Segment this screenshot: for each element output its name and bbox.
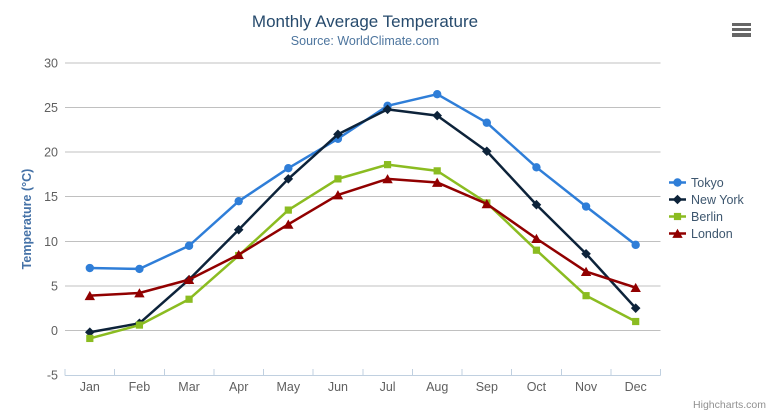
series-new-york — [85, 104, 641, 338]
y-axis-label: 25 — [44, 101, 58, 115]
data-point-tokyo-oct[interactable] — [532, 163, 541, 172]
data-point-new-york-dec[interactable] — [630, 303, 641, 313]
data-point-berlin-jan[interactable] — [86, 334, 94, 343]
x-axis-label: Jul — [380, 380, 396, 394]
y-axis-label: 5 — [51, 279, 58, 293]
data-point-tokyo-aug[interactable] — [432, 90, 442, 99]
data-point-london-jul[interactable] — [382, 174, 393, 184]
data-point-london-jan[interactable] — [84, 290, 96, 301]
data-point-berlin-dec[interactable] — [632, 317, 640, 326]
circle-marker-icon — [669, 178, 686, 187]
series-line-berlin[interactable] — [88, 163, 637, 340]
x-axis-label: Sep — [476, 380, 498, 394]
data-point-new-york-aug[interactable] — [432, 110, 442, 121]
square-marker-icon — [669, 212, 686, 221]
data-point-london-jun[interactable] — [332, 190, 344, 200]
x-axis-label: Jan — [80, 380, 100, 394]
x-axis-label: Feb — [129, 380, 151, 394]
x-axis-label: Aug — [426, 380, 448, 394]
y-axis-label: 20 — [44, 146, 58, 160]
data-point-new-york-may[interactable] — [283, 174, 294, 184]
legend-item-new-york[interactable]: New York — [669, 192, 744, 207]
x-axis-label: Jun — [328, 380, 348, 394]
data-point-new-york-jul[interactable] — [382, 104, 393, 115]
legend-label-london: London — [691, 226, 733, 241]
legend-symbol-marker — [672, 228, 683, 238]
x-axis-label: Apr — [229, 380, 248, 394]
data-point-london-may[interactable] — [283, 219, 294, 229]
diamond-marker-icon — [669, 194, 686, 205]
data-point-tokyo-mar[interactable] — [184, 241, 194, 250]
data-point-new-york-jan[interactable] — [85, 327, 95, 338]
y-axis-label: 10 — [44, 235, 58, 249]
legend-item-london[interactable]: London — [669, 226, 744, 241]
data-point-london-dec[interactable] — [630, 282, 641, 293]
data-point-berlin-may[interactable] — [284, 206, 292, 214]
legend-label-berlin: Berlin — [691, 209, 723, 224]
data-point-tokyo-sep[interactable] — [482, 118, 492, 127]
hamburger-icon — [732, 23, 751, 37]
y-axis-label: 15 — [44, 190, 58, 204]
legend-symbol-marker — [672, 194, 683, 205]
data-point-london-nov[interactable] — [580, 266, 592, 276]
data-point-berlin-nov[interactable] — [582, 292, 590, 300]
data-point-london-feb[interactable] — [134, 288, 145, 298]
data-point-new-york-apr[interactable] — [233, 224, 244, 235]
data-point-new-york-sep[interactable] — [482, 146, 492, 157]
data-point-london-apr[interactable] — [233, 249, 244, 260]
series-line-tokyo[interactable] — [88, 92, 637, 271]
data-point-new-york-oct[interactable] — [531, 199, 542, 210]
legend-label-tokyo: Tokyo — [691, 175, 724, 190]
triangle-marker-icon — [669, 228, 686, 238]
data-point-london-oct[interactable] — [531, 233, 542, 244]
y-axis-label: 0 — [51, 324, 58, 338]
data-point-tokyo-feb[interactable] — [135, 264, 144, 274]
data-point-tokyo-dec[interactable] — [631, 240, 640, 250]
y-axis-label: -5 — [47, 369, 58, 383]
x-axis-label: Nov — [575, 380, 598, 394]
chart-title: Monthly Average Temperature — [251, 12, 479, 31]
legend-item-tokyo[interactable]: Tokyo — [669, 175, 744, 190]
legend-label-new-york: New York — [691, 192, 744, 207]
data-point-tokyo-apr[interactable] — [234, 196, 243, 206]
data-point-london-sep[interactable] — [481, 199, 493, 209]
credits-link[interactable]: Highcharts.com — [693, 399, 766, 411]
data-point-london-mar[interactable] — [183, 274, 195, 285]
data-point-berlin-feb[interactable] — [135, 321, 144, 329]
data-point-berlin-oct[interactable] — [532, 246, 541, 254]
data-point-tokyo-may[interactable] — [284, 163, 293, 173]
x-axis-label: Dec — [625, 380, 647, 394]
legend-symbol-marker — [673, 212, 682, 221]
data-point-tokyo-nov[interactable] — [581, 202, 591, 211]
data-point-berlin-jul[interactable] — [383, 161, 392, 169]
data-point-london-aug[interactable] — [431, 177, 443, 187]
y-axis-label: 30 — [44, 57, 58, 71]
legend-item-berlin[interactable]: Berlin — [669, 209, 744, 224]
data-point-new-york-nov[interactable] — [581, 248, 591, 259]
legend: Tokyo New York Berlin London — [669, 175, 744, 241]
series-tokyo — [85, 90, 640, 274]
x-axis-label: Mar — [178, 380, 200, 394]
data-point-berlin-aug[interactable] — [433, 167, 441, 175]
legend-symbol-marker — [673, 178, 682, 187]
data-point-berlin-mar[interactable] — [185, 295, 193, 303]
series-line-london[interactable] — [88, 177, 637, 297]
context-menu-button[interactable] — [731, 22, 752, 39]
data-point-berlin-jun[interactable] — [334, 175, 342, 183]
x-axis-label: May — [277, 380, 301, 394]
data-point-tokyo-jan[interactable] — [85, 263, 95, 273]
series-line-new-york[interactable] — [88, 108, 637, 334]
data-point-new-york-jun[interactable] — [333, 129, 343, 140]
x-axis-label: Oct — [527, 380, 547, 394]
series-london — [84, 174, 641, 301]
chart-subtitle: Source: WorldClimate.com — [290, 34, 440, 48]
